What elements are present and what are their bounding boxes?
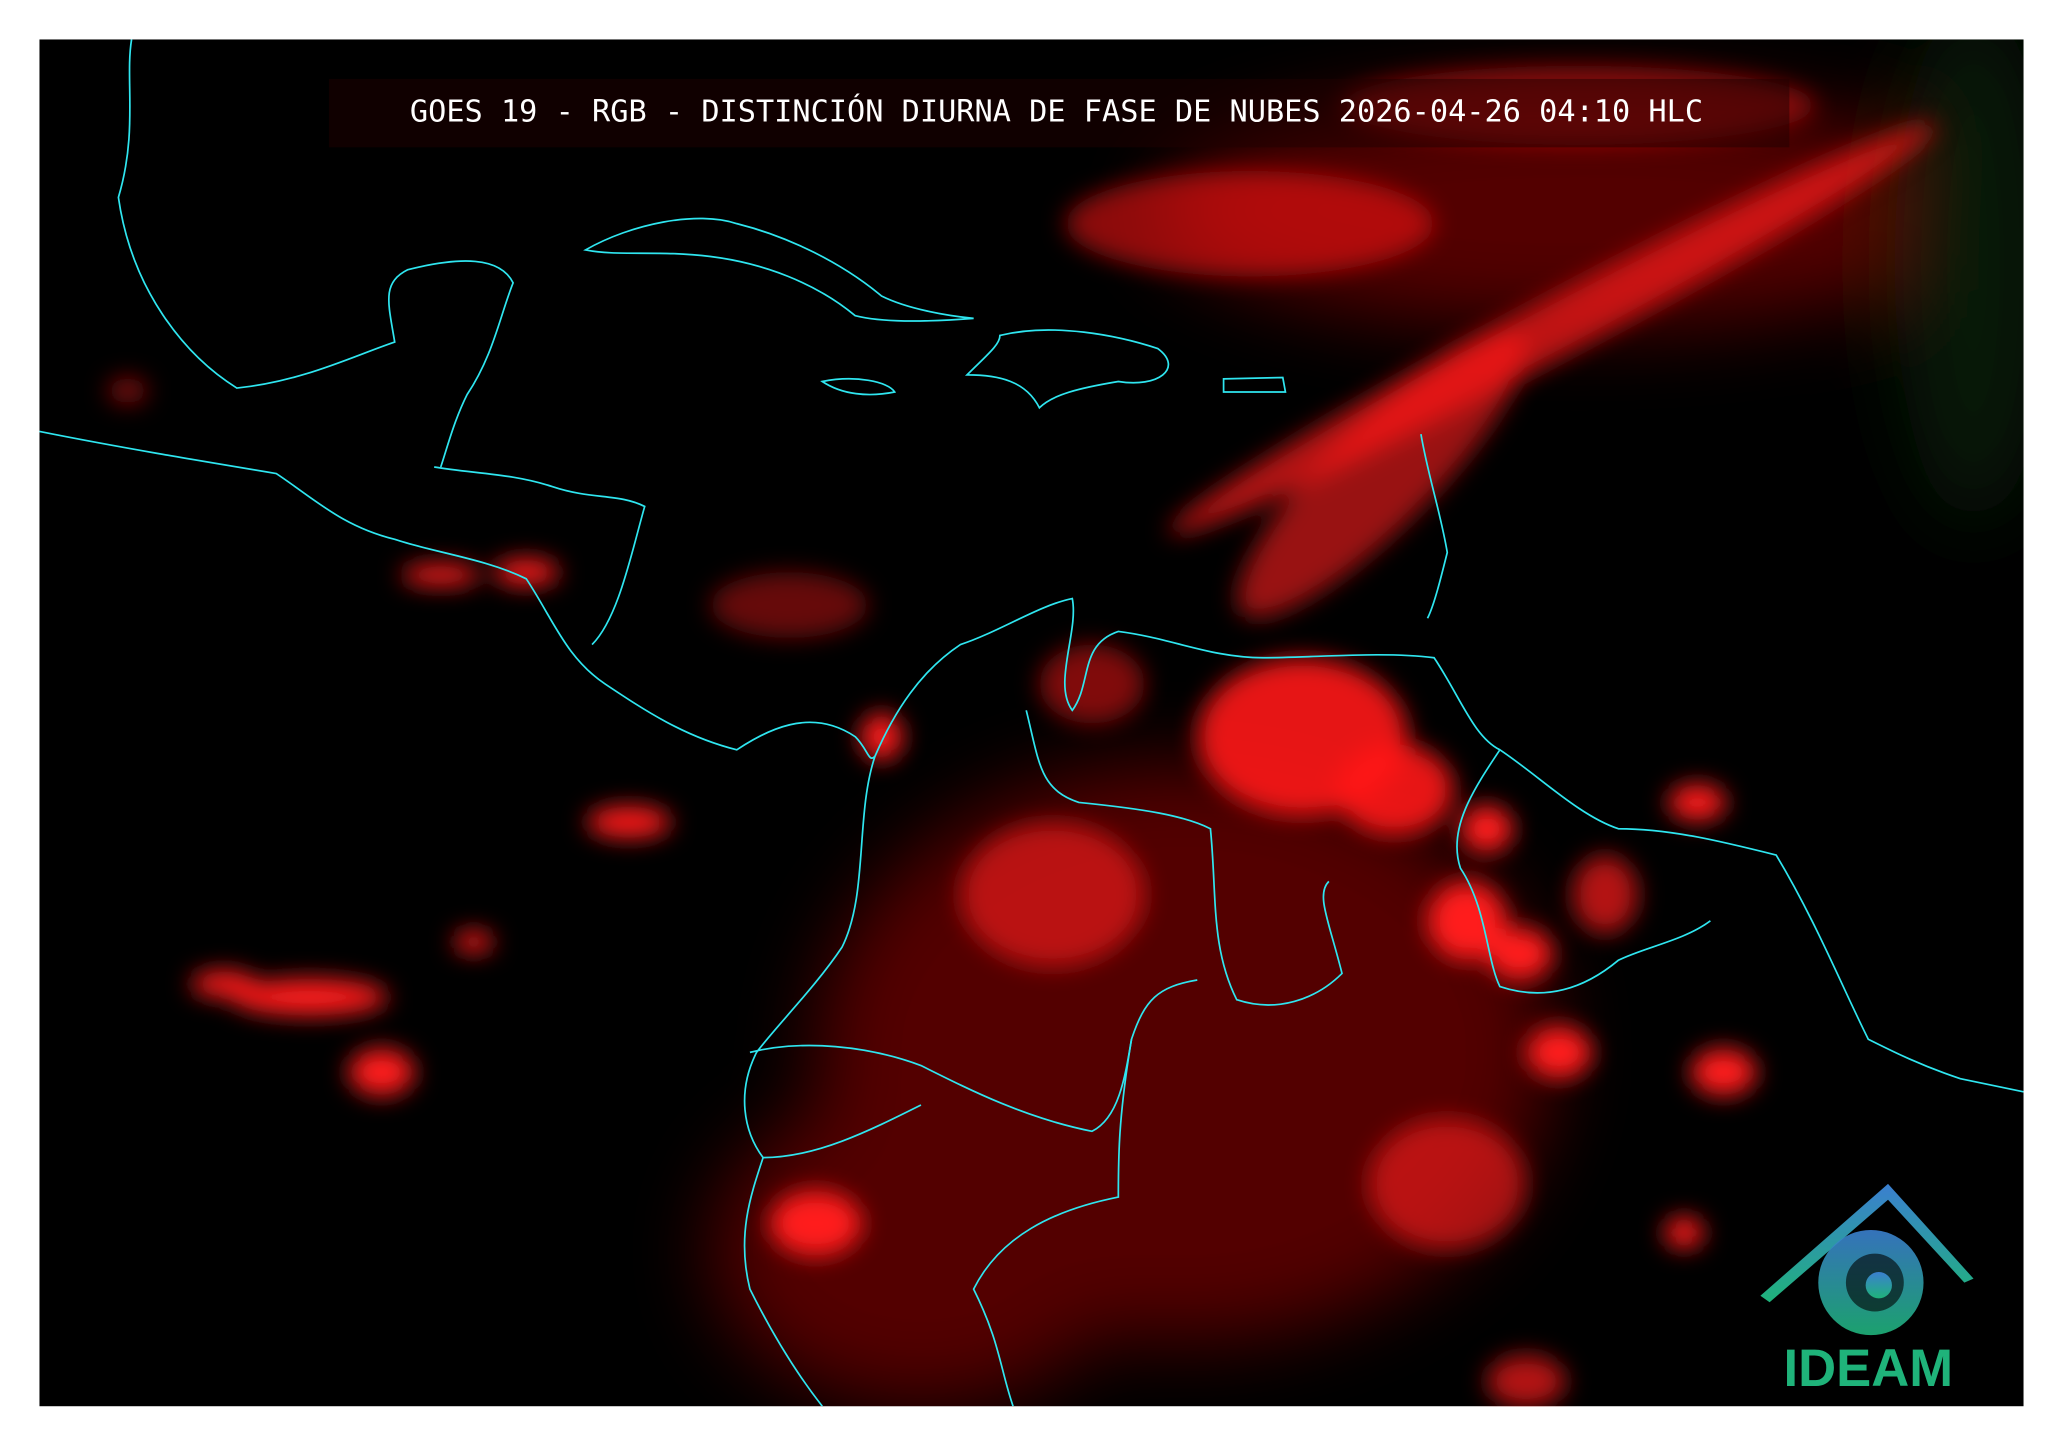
ideam-logo: IDEAM (1760, 1183, 1974, 1398)
map-title: GOES 19 - RGB - DISTINCIÓN DIURNA DE FAS… (410, 93, 1703, 130)
title-backdrop (328, 78, 1790, 148)
logo-text: IDEAM (1784, 1339, 1954, 1398)
coastlines (39, 39, 2024, 1407)
